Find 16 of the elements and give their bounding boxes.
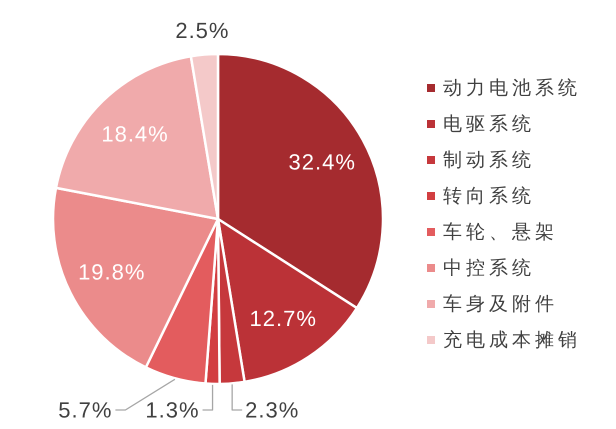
data-label: 2.3% — [245, 398, 300, 422]
data-label: 18.4% — [101, 121, 169, 146]
data-label: 19.8% — [78, 260, 146, 285]
data-label: 2.5% — [175, 18, 230, 44]
data-label: 5.7% — [58, 398, 112, 422]
data-label: 12.7% — [250, 306, 317, 331]
data-label: 32.4% — [288, 149, 356, 174]
legend-label: 转向系统 — [443, 185, 535, 207]
legend-label: 电驱系统 — [443, 113, 535, 135]
legend-label: 动力电池系统 — [443, 77, 581, 99]
legend-label: 充电成本摊销 — [443, 329, 581, 351]
data-label: 1.3% — [145, 398, 200, 422]
legend-label: 制动系统 — [443, 149, 535, 171]
legend-label: 车轮、悬架 — [443, 221, 558, 243]
legend-label: 车身及附件 — [443, 293, 558, 315]
legend-label: 中控系统 — [443, 257, 535, 279]
